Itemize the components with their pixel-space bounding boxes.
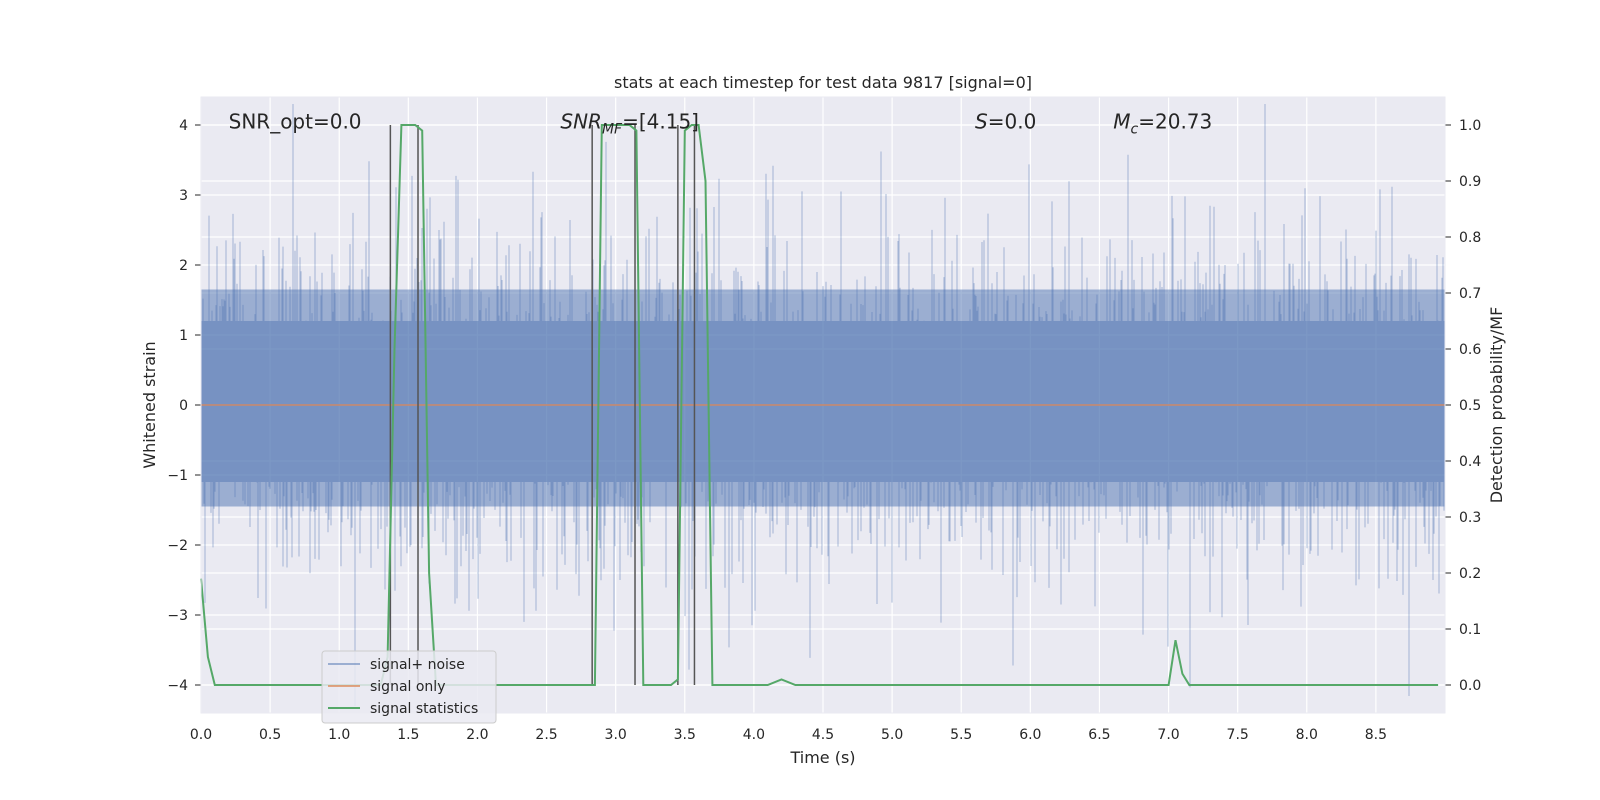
x-tick-label-2: 2.0 <box>466 727 488 743</box>
y-tick-label--2: −2 <box>167 538 188 554</box>
y2-tick-label-0-5: 0.5 <box>1459 398 1481 414</box>
y-tick-label-0: 0 <box>179 398 188 414</box>
y2-tick-label-0-9: 0.9 <box>1459 174 1481 190</box>
y-tick-label--1: −1 <box>167 468 188 484</box>
x-tick-label-5-5: 5.5 <box>950 727 972 743</box>
signal-statistics-line <box>200 124 1439 686</box>
x-tick-label-6: 6.0 <box>1019 727 1041 743</box>
x-axis-label: Time (s) <box>789 748 855 767</box>
x-tick-label-3: 3.0 <box>605 727 627 743</box>
x-tick-label-0-5: 0.5 <box>259 727 281 743</box>
x-tick-label-1: 1.0 <box>328 727 350 743</box>
x-tick-label-6-5: 6.5 <box>1088 727 1110 743</box>
x-tick-label-0: 0.0 <box>190 727 212 743</box>
y-tick-label-4: 4 <box>179 118 188 134</box>
legend-box <box>321 650 497 724</box>
x-tick-label-4: 4.0 <box>743 727 765 743</box>
legend-label-signal-statistics: signal statistics <box>370 701 478 717</box>
y2-tick-label-0-4: 0.4 <box>1459 454 1481 470</box>
x-tick-label-7-5: 7.5 <box>1227 727 1249 743</box>
chart-title: stats at each timestep for test data 981… <box>614 73 1032 92</box>
annotation-s-stat: S=0.0 <box>975 110 1036 134</box>
y-tick-label-1: 1 <box>179 328 188 344</box>
y-tick-label-2: 2 <box>179 258 188 274</box>
y2-tick-label-0-6: 0.6 <box>1459 342 1481 358</box>
x-tick-label-7: 7.0 <box>1157 727 1179 743</box>
x-tick-label-4-5: 4.5 <box>812 727 834 743</box>
y-tick-label-3: 3 <box>179 188 188 204</box>
annotation-snr-opt: SNR_opt=0.0 <box>229 110 362 134</box>
y2-tick-label-0-1: 0.1 <box>1459 622 1481 638</box>
legend-label-signal-noise: signal+ noise <box>370 657 465 673</box>
axes-layer: 0.0 0.5 1.0 1.5 2.0 2.5 3.0 3.5 4.0 4.5 5.0 5.5 6.0 6… <box>167 96 1481 743</box>
noise-core-band <box>201 289 1445 507</box>
series-signal-noise <box>200 104 1445 706</box>
annotations: SNR_opt=0.0 SNRMF=[4.15] S=0.0 Mc=20.73 <box>229 110 1213 138</box>
legend-label-signal-only: signal only <box>370 679 445 695</box>
annotation-snr-mf: SNRMF=[4.15] <box>560 110 699 138</box>
y-tick-label--4: −4 <box>167 678 188 694</box>
x-tick-label-3-5: 3.5 <box>674 727 696 743</box>
y2-axis-label: Detection probability/MF <box>1487 307 1506 504</box>
x-tick-label-1-5: 1.5 <box>397 727 419 743</box>
y2-tick-label-0-3: 0.3 <box>1459 510 1481 526</box>
y2-tick-label-0-7: 0.7 <box>1459 286 1481 302</box>
x-tick-label-8-5: 8.5 <box>1365 727 1387 743</box>
legend: signal+ noise signal only signal statist… <box>321 650 497 724</box>
plot-frame <box>200 96 1446 714</box>
y2-tick-label-0: 0.0 <box>1459 678 1481 694</box>
y2-tick-label-1: 1.0 <box>1459 118 1481 134</box>
series-layer <box>200 124 1445 686</box>
x-tick-label-5: 5.0 <box>881 727 903 743</box>
y2-tick-label-0-8: 0.8 <box>1459 230 1481 246</box>
y-axis-label: Whitened strain <box>140 341 159 468</box>
x-tick-label-8: 8.0 <box>1296 727 1318 743</box>
annotation-mc: Mc=20.73 <box>1113 110 1212 138</box>
y2-tick-label-0-2: 0.2 <box>1459 566 1481 582</box>
x-tick-label-2-5: 2.5 <box>535 727 557 743</box>
y-tick-label--3: −3 <box>167 608 188 624</box>
